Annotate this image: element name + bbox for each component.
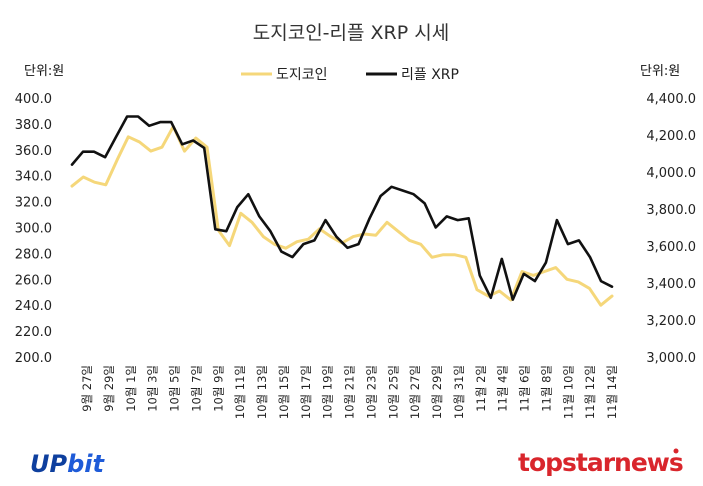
- series-layer: [70, 115, 614, 307]
- legend: 도지코인 리플 XRP: [241, 67, 459, 83]
- left-tick-label: 200.0: [15, 351, 52, 366]
- right-tick-label: 3,200.0: [646, 314, 696, 329]
- upbit-logo: UPbit: [30, 450, 105, 478]
- left-axis: 400.0 380.0 360.0 340.0 320.0 300.0 280.0 260.0…: [15, 92, 52, 366]
- left-tick-label: 220.0: [15, 325, 52, 340]
- svg-text:UPbit: UPbit: [30, 450, 105, 478]
- right-tick-label: 3,600.0: [646, 240, 696, 255]
- x-tick-label: 10월 23일: [364, 365, 378, 419]
- topstarnews-logo: topstarnews: [518, 448, 683, 477]
- left-tick-label: 380.0: [15, 118, 52, 133]
- x-tick-label: 10월 27일: [408, 365, 422, 419]
- x-tick-label: 10월 13일: [255, 365, 269, 419]
- left-tick-label: 400.0: [15, 92, 52, 107]
- upbit-logo-up: UP: [30, 450, 67, 478]
- x-tick-label: 10월 29일: [430, 365, 444, 419]
- x-tick-label: 10월 1일: [124, 365, 138, 412]
- x-tick-label: 9월 27일: [80, 365, 94, 412]
- x-tick-label: 11월 8일: [539, 365, 553, 412]
- x-tick-label: 10월 25일: [386, 365, 400, 419]
- x-tick-label: 11월 2일: [474, 365, 488, 412]
- right-tick-label: 4,200.0: [646, 129, 696, 144]
- right-unit-label: 단위:원: [640, 64, 680, 79]
- x-tick-label: 10월 9일: [211, 365, 225, 412]
- left-unit-label: 단위:원: [24, 64, 64, 79]
- x-tick-label: 9월 29일: [102, 365, 116, 412]
- right-tick-label: 3,800.0: [646, 203, 696, 218]
- right-tick-label: 3,400.0: [646, 277, 696, 292]
- left-tick-label: 260.0: [15, 273, 52, 288]
- x-tick-label: 10월 17일: [299, 365, 313, 419]
- x-tick-label: 10월 11일: [233, 365, 247, 419]
- right-tick-label: 4,000.0: [646, 166, 696, 181]
- x-tick-label: 11월 4일: [496, 365, 510, 412]
- chart-title: 도지코인-리플 XRP 시세: [253, 22, 449, 44]
- x-tick-label: 10월 19일: [321, 365, 335, 419]
- x-tick-label: 11월 6일: [518, 365, 532, 412]
- series-line-xrp: [70, 115, 614, 301]
- x-tick-label: 10월 5일: [168, 365, 182, 412]
- x-axis: 9월 27일 9월 29일 10월 1일 10월 3일 10월 5일 10월 7일 10월 …: [80, 365, 619, 419]
- x-tick-label: 10월 3일: [146, 365, 160, 412]
- right-axis: 4,400.0 4,200.0 4,000.0 3,800.0 3,600.0 3,400…: [646, 92, 696, 366]
- upbit-logo-bit: bit: [67, 450, 105, 478]
- x-tick-label: 10월 21일: [343, 365, 357, 419]
- right-tick-label: 3,000.0: [646, 351, 696, 366]
- x-tick-label: 10월 7일: [189, 365, 203, 412]
- left-tick-label: 360.0: [15, 144, 52, 159]
- left-tick-label: 340.0: [15, 170, 52, 185]
- left-tick-label: 320.0: [15, 196, 52, 211]
- left-tick-label: 240.0: [15, 299, 52, 314]
- left-tick-label: 300.0: [15, 222, 52, 237]
- legend-label-dogecoin: 도지코인: [276, 67, 328, 83]
- left-tick-label: 280.0: [15, 247, 52, 262]
- x-tick-label: 11월 14일: [605, 365, 619, 419]
- x-tick-label: 11월 12일: [583, 365, 597, 419]
- right-tick-label: 4,400.0: [646, 92, 696, 107]
- topstarnews-logo-dot: [673, 448, 679, 454]
- x-tick-label: 10월 15일: [277, 365, 291, 419]
- x-tick-label: 11월 10일: [561, 365, 575, 419]
- x-tick-label: 10월 31일: [452, 365, 466, 419]
- legend-label-xrp: 리플 XRP: [401, 67, 459, 83]
